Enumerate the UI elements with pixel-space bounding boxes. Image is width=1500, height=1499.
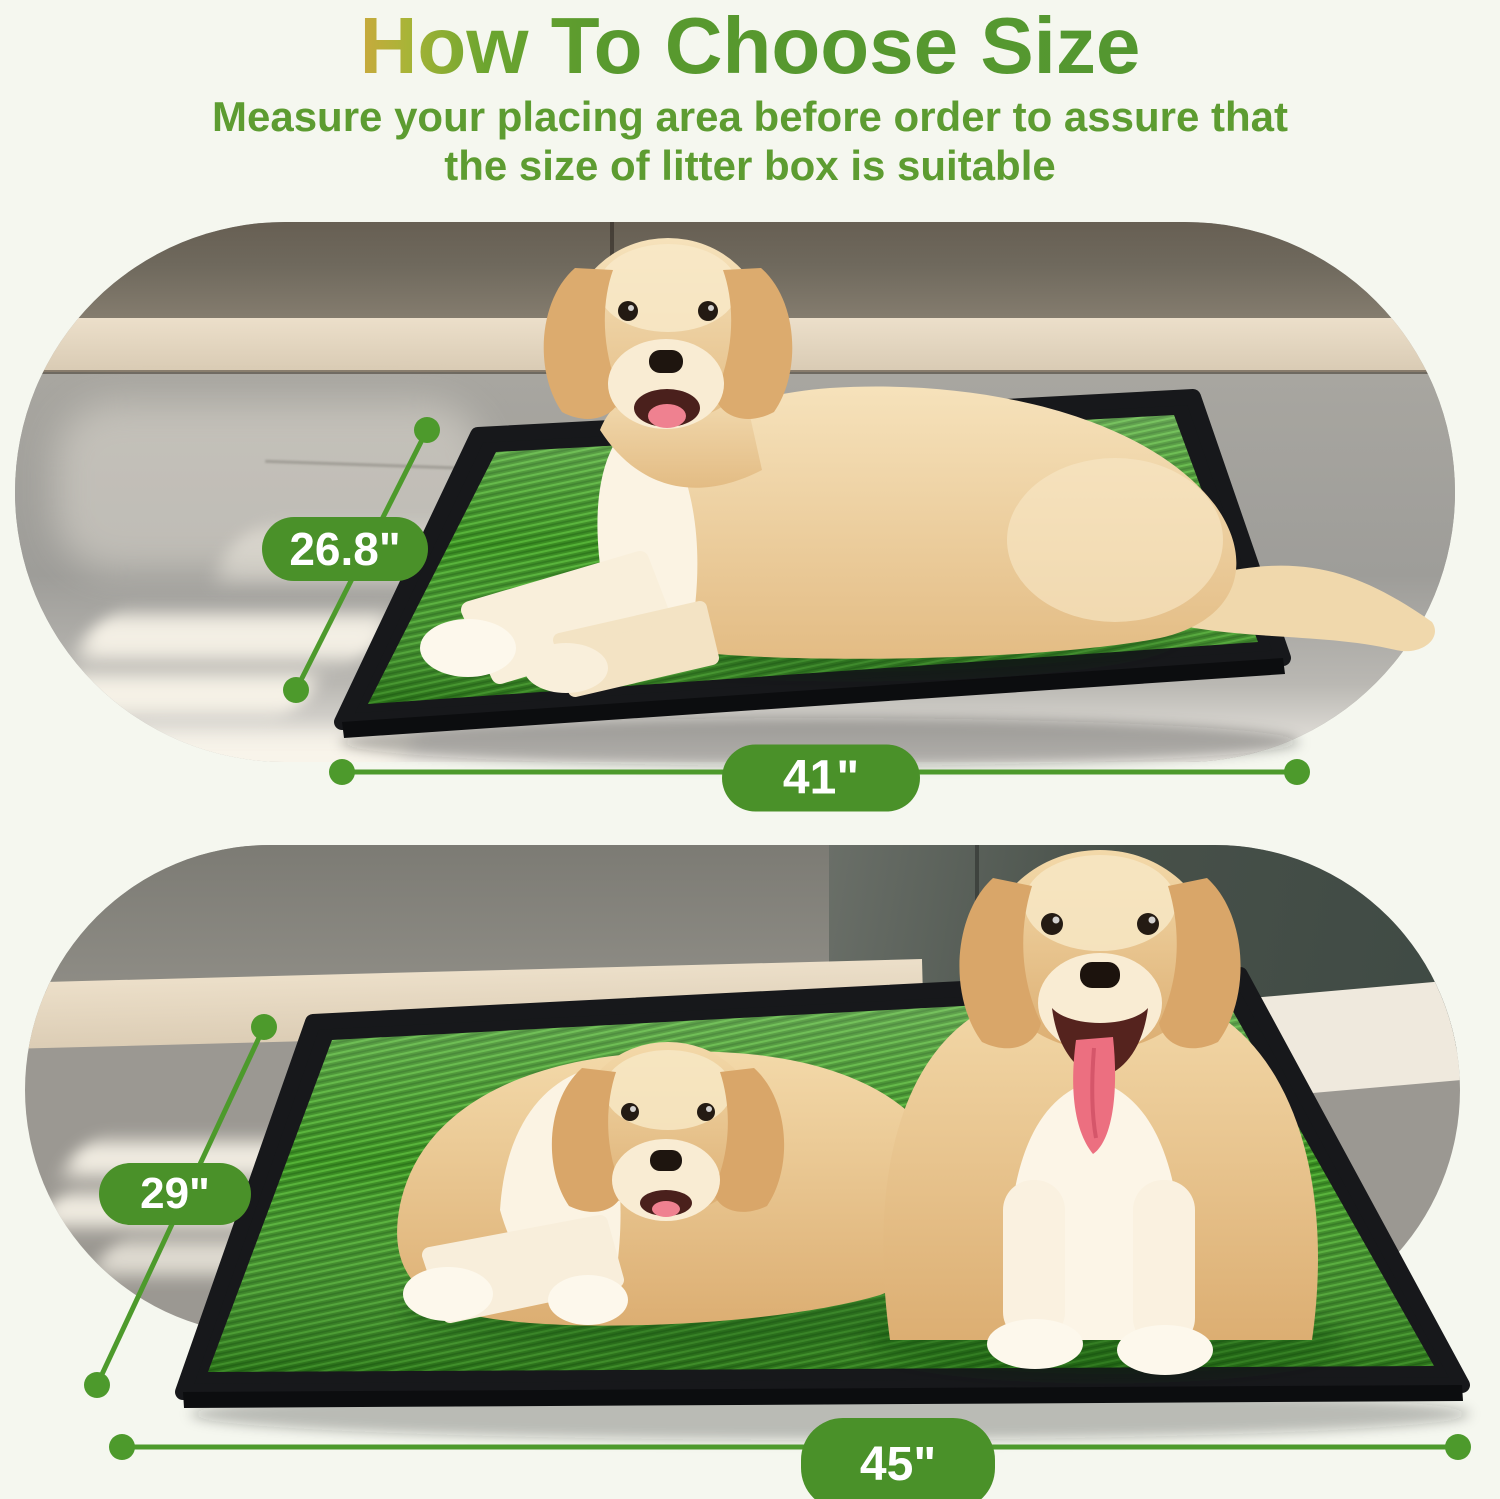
subtitle-line-1: Measure your placing area before order t…: [211, 93, 1288, 140]
page-title: How To Choose Size: [359, 1, 1141, 90]
floor-joint-line: [610, 222, 614, 286]
light-patch: [90, 1241, 370, 1275]
page-subtitle: Measure your placing area before order t…: [0, 92, 1500, 190]
endpoint-dot: [329, 759, 355, 785]
header: How To Choose Size Measure your placing …: [0, 0, 1500, 190]
depth-label-small-pad: 26.8": [262, 517, 428, 581]
endpoint-dot: [84, 1372, 110, 1398]
endpoint-dot: [109, 1434, 135, 1460]
floor-joint-line: [975, 845, 979, 995]
width-label-small-pad: 41": [722, 744, 920, 812]
light-patch: [98, 730, 422, 762]
light-patch: [38, 674, 322, 714]
depth-label-large-pad: 29": [99, 1163, 251, 1225]
floor-wall-band: [15, 222, 1455, 318]
photo-small-pad-floor: [15, 222, 1455, 762]
endpoint-dot: [1445, 1434, 1471, 1460]
photo-large-pad-floor: [25, 845, 1460, 1335]
floor-beige-strip: [15, 318, 1455, 372]
light-patch: [71, 614, 399, 660]
width-label-large-pad: 45": [801, 1418, 995, 1499]
subtitle-line-2: the size of litter box is suitable: [444, 142, 1056, 190]
endpoint-dot: [1284, 759, 1310, 785]
